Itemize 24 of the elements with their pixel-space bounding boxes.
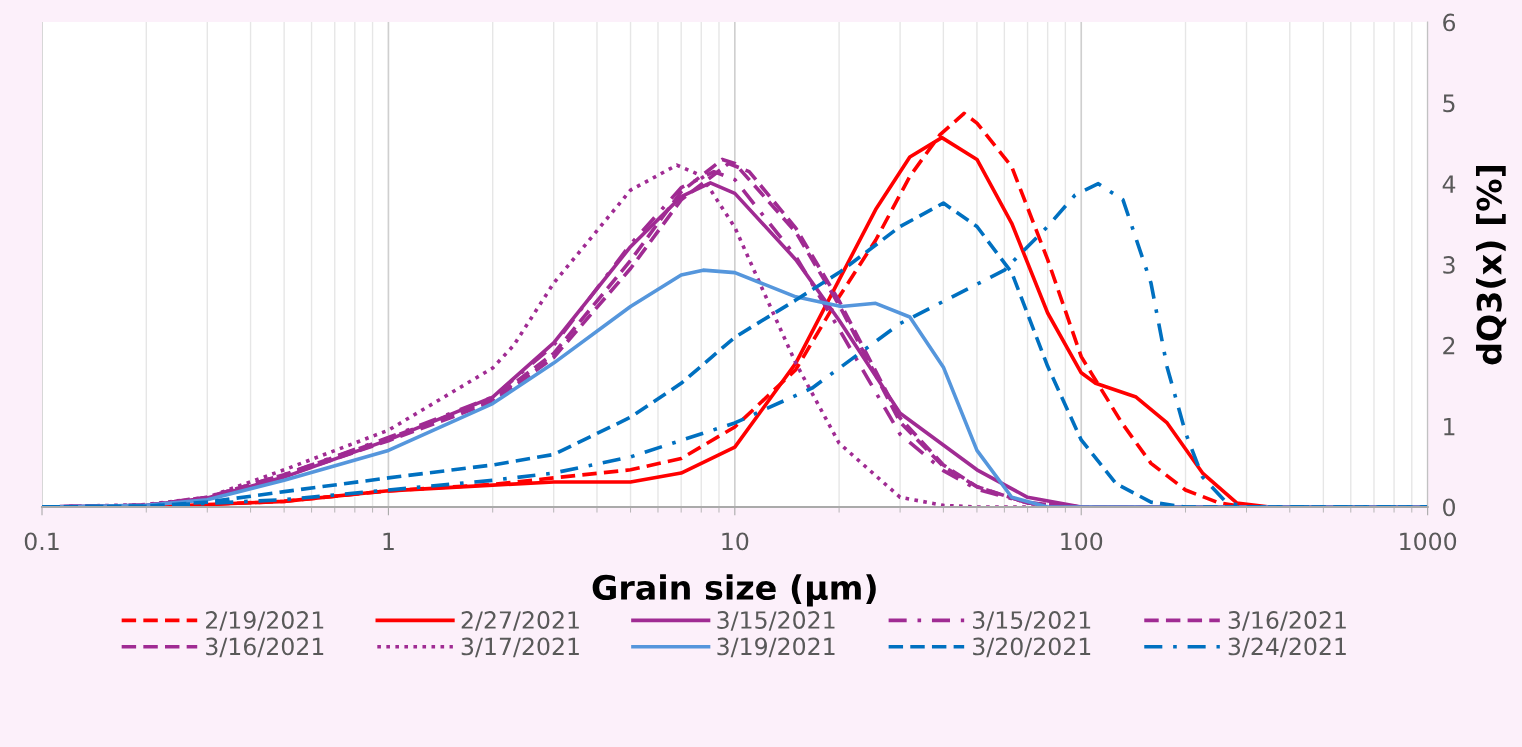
legend-label: 3/15/2021: [717, 611, 835, 631]
x-tick-label: 1000: [1400, 532, 1457, 551]
x-tick-label: 0.1: [24, 532, 59, 551]
y-tick-label: 3: [1443, 255, 1455, 274]
y-tick-label: 1: [1444, 417, 1455, 436]
y-tick-label: 4: [1442, 175, 1456, 193]
legend-label: 3/24/2021: [1228, 637, 1346, 658]
legend-label: 3/15/2021: [973, 611, 1091, 631]
x-axis-title: Grain size (µm): [592, 574, 876, 607]
legend-label: 2/27/2021: [461, 611, 579, 631]
y-tick-label: 5: [1443, 94, 1455, 113]
x-tick-label: 10: [722, 532, 749, 551]
legend-label: 3/20/2021: [973, 637, 1091, 658]
x-tick-label: 100: [1061, 532, 1103, 551]
legend-label: 3/17/2021: [461, 637, 579, 658]
legend-label: 2/19/2021: [206, 611, 324, 631]
legend-label: 3/16/2021: [1228, 611, 1346, 631]
legend-label: 3/19/2021: [717, 637, 835, 658]
x-tick-label: 1: [383, 532, 394, 550]
y-tick-label: 2: [1443, 336, 1455, 355]
y-tick-label: 6: [1443, 13, 1456, 32]
y-axis-title: dQ3(x) [%]: [1475, 165, 1507, 365]
legend-label: 3/16/2021: [206, 637, 324, 658]
y-tick-label: 0: [1443, 498, 1455, 517]
